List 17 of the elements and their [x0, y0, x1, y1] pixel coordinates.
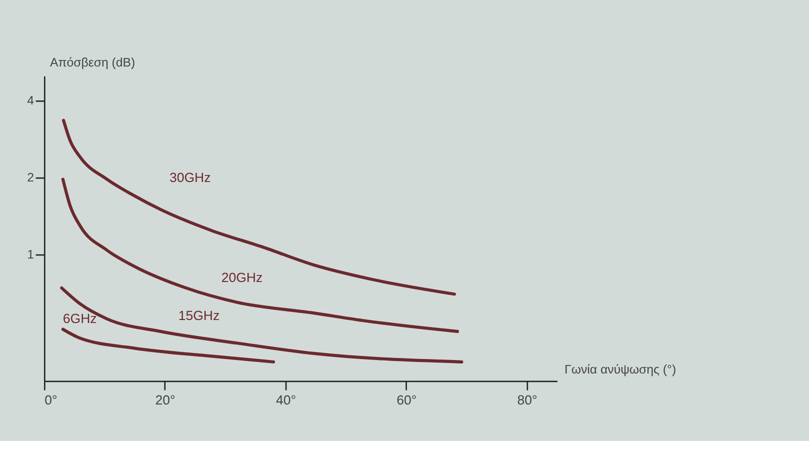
line-series	[61, 328, 276, 364]
series-label: 15GHz	[178, 308, 220, 323]
line-series	[62, 118, 456, 296]
series-label: 6GHz	[62, 311, 97, 326]
x-tick-label: 20°	[155, 392, 176, 408]
x-tick-label: 40°	[276, 392, 296, 408]
series-label: 30GHz	[169, 170, 211, 186]
x-axis-title: Γωνία ανύψωσης (°)	[564, 362, 676, 376]
line-series	[60, 286, 464, 364]
y-tick-label: 1	[27, 248, 34, 262]
y-axis-title: Απόσβεση (dB)	[50, 56, 136, 70]
x-tick-label: 80°	[517, 392, 538, 408]
x-tick-label: 60°	[396, 392, 417, 408]
y-tick-label: 4	[27, 94, 34, 108]
y-tick-label: 2	[27, 170, 34, 185]
x-tick-label: 0°	[44, 392, 58, 408]
series-label: 20GHz	[221, 270, 263, 285]
